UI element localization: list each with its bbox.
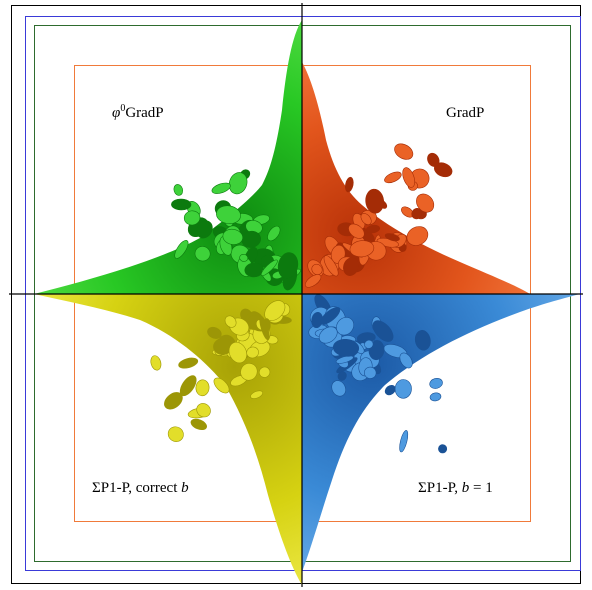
side-branch-blob bbox=[427, 152, 440, 167]
side-branch-blob bbox=[416, 193, 435, 213]
quadrant-top-left-dendrite bbox=[34, 20, 302, 294]
side-branch-blob bbox=[246, 346, 259, 359]
label-top-right: GradP bbox=[446, 105, 484, 121]
side-branch-blob bbox=[150, 355, 162, 371]
side-branch-blob bbox=[183, 210, 201, 226]
side-branch-blob bbox=[331, 380, 346, 397]
side-branch-blob bbox=[335, 355, 354, 364]
side-branch-blob bbox=[171, 198, 192, 211]
side-branch-blob bbox=[213, 377, 230, 394]
side-branch-blob bbox=[429, 392, 442, 402]
side-branch-blob bbox=[320, 306, 341, 325]
side-branch-blob bbox=[399, 352, 413, 369]
side-branch-blob bbox=[174, 240, 189, 259]
side-branch-blob bbox=[178, 357, 199, 369]
side-branch-blob bbox=[345, 176, 354, 193]
side-branch-blob bbox=[406, 226, 429, 246]
side-branch-blob bbox=[216, 205, 241, 224]
side-branch-blob bbox=[402, 167, 416, 188]
label-bottom-left: ΣP1-P, correct b bbox=[92, 480, 189, 496]
side-branch-blob bbox=[364, 339, 374, 349]
side-branch-blob bbox=[384, 171, 402, 184]
side-branch-blob bbox=[196, 403, 211, 418]
side-branch-blob bbox=[239, 253, 249, 262]
side-branch-blob bbox=[394, 379, 412, 399]
top-right-side-branches bbox=[304, 143, 453, 288]
side-branch-blob bbox=[228, 341, 248, 364]
side-branch-blob bbox=[250, 390, 263, 399]
side-branch-blob bbox=[240, 363, 258, 381]
side-branch-blob bbox=[384, 233, 400, 242]
side-branch-blob bbox=[318, 326, 338, 344]
side-branch-blob bbox=[384, 384, 396, 396]
side-branch-blob bbox=[259, 315, 270, 341]
side-branch-blob bbox=[277, 252, 299, 279]
quadrant-bottom-left-dendrite bbox=[34, 294, 302, 585]
side-branch-blob bbox=[222, 228, 244, 245]
side-branch-blob bbox=[207, 326, 222, 339]
side-branch-blob bbox=[224, 315, 237, 328]
side-branch-blob bbox=[211, 182, 231, 194]
side-branch-blob bbox=[336, 317, 355, 336]
side-branch-blob bbox=[438, 444, 448, 454]
label-top-left: φ0GradP bbox=[112, 103, 164, 121]
side-branch-blob bbox=[364, 366, 377, 379]
side-branch-blob bbox=[360, 213, 372, 225]
side-branch-blob bbox=[228, 172, 248, 195]
side-branch-blob bbox=[365, 188, 385, 214]
side-branch-blob bbox=[167, 426, 184, 442]
side-branch-blob bbox=[394, 143, 414, 160]
side-branch-blob bbox=[260, 259, 278, 276]
quadrant-bottom-right-dendrite bbox=[302, 294, 580, 572]
side-branch-blob bbox=[241, 230, 261, 248]
side-branch-blob bbox=[244, 262, 264, 278]
side-branch-blob bbox=[343, 257, 359, 276]
side-branch-blob bbox=[194, 246, 211, 262]
side-branch-blob bbox=[399, 430, 409, 453]
side-branch-blob bbox=[365, 224, 381, 234]
side-branch-blob bbox=[348, 223, 365, 239]
side-branch-blob bbox=[195, 379, 210, 397]
side-branch-blob bbox=[196, 220, 213, 239]
side-branch-blob bbox=[173, 184, 184, 196]
side-branch-blob bbox=[258, 366, 271, 378]
label-bottom-right: ΣP1-P, b = 1 bbox=[418, 480, 493, 496]
side-branch-blob bbox=[304, 274, 322, 288]
side-branch-blob bbox=[372, 320, 394, 342]
side-branch-blob bbox=[337, 371, 347, 381]
bottom-left-side-branches bbox=[150, 300, 292, 442]
side-branch-blob bbox=[323, 255, 339, 277]
side-branch-blob bbox=[190, 418, 207, 431]
side-branch-blob bbox=[164, 392, 183, 410]
side-branch-blob bbox=[349, 240, 375, 258]
side-branch-blob bbox=[267, 225, 281, 242]
side-branch-blob bbox=[429, 377, 443, 389]
top-left-side-branches bbox=[171, 169, 301, 291]
bottom-right-side-branches bbox=[308, 294, 448, 454]
side-branch-blob bbox=[332, 338, 360, 357]
side-branch-blob bbox=[411, 207, 423, 220]
side-branch-blob bbox=[311, 263, 323, 276]
side-branch-blob bbox=[414, 330, 431, 351]
